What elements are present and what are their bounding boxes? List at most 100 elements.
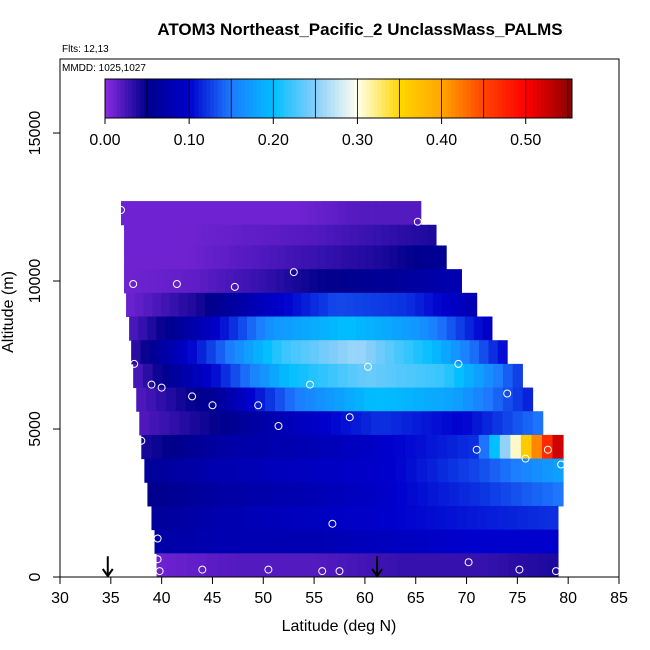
heatmap-cell <box>366 340 377 365</box>
colorbar-swatch <box>536 79 542 118</box>
heatmap-cell <box>196 553 208 577</box>
heatmap-cell <box>343 269 353 294</box>
heatmap-cell <box>500 482 512 507</box>
heatmap-cell <box>453 387 464 412</box>
heatmap-cell <box>184 529 196 554</box>
colorbar-swatch <box>241 79 246 118</box>
heatmap-cell <box>327 363 339 389</box>
heatmap-cell <box>375 201 384 226</box>
heatmap-cell <box>460 340 471 365</box>
heatmap-cell <box>389 245 399 270</box>
heatmap-cell <box>318 292 329 318</box>
heatmap-cell <box>357 553 368 577</box>
heatmap-cell <box>436 529 448 554</box>
heatmap-cell <box>175 387 187 412</box>
heatmap-cell <box>362 292 373 318</box>
heatmap-cell <box>309 245 318 270</box>
heatmap-cell <box>292 269 302 294</box>
heatmap-cell <box>469 482 481 507</box>
heatmap-cell <box>284 269 294 294</box>
heatmap-cell <box>404 434 416 460</box>
heatmap-cell <box>319 340 330 365</box>
colorbar-swatch <box>140 79 145 118</box>
heatmap-cell <box>228 316 239 341</box>
heatmap-cell <box>531 482 543 507</box>
heatmap-cell <box>510 458 522 483</box>
heatmap-cell <box>257 434 269 460</box>
colorbar-swatch <box>233 79 238 118</box>
heatmap-cell <box>180 201 189 226</box>
colorbar-swatch <box>276 79 281 118</box>
heatmap-cell <box>265 529 277 554</box>
heatmap-cell <box>419 316 429 341</box>
heatmap-cell <box>337 340 348 365</box>
heatmap-cell <box>336 529 347 554</box>
heatmap-cell <box>398 201 407 226</box>
heatmap-cell <box>353 292 364 318</box>
heatmap-cell <box>397 292 408 318</box>
heatmap-cell <box>334 224 343 249</box>
heatmap-cell <box>507 553 519 577</box>
heatmap-cell <box>436 434 448 460</box>
colorbar-swatch <box>556 79 561 118</box>
heatmap-cell <box>263 505 274 531</box>
heatmap-cell <box>365 482 377 507</box>
heatmap-cell <box>337 363 348 389</box>
heatmap-cell <box>173 201 182 226</box>
heatmap-cell <box>233 201 242 226</box>
heatmap-cell <box>386 363 397 389</box>
heatmap-cell <box>346 316 357 341</box>
heatmap-cell <box>205 387 216 412</box>
heatmap-cell <box>454 363 465 389</box>
colorbar-swatch <box>326 79 332 118</box>
heatmap-cell <box>531 458 543 483</box>
sample-point <box>515 565 524 574</box>
heatmap-cell <box>191 269 201 294</box>
heatmap-cell <box>303 505 315 531</box>
colorbar-tick-label: 0.50 <box>510 132 541 149</box>
heatmap-cell <box>155 224 164 249</box>
heatmap-cell <box>129 316 139 341</box>
heatmap-cell <box>225 201 234 226</box>
heatmap-cell <box>213 292 223 318</box>
heatmap-cell <box>441 411 453 436</box>
x-axis: 30 35 40 45 50 55 60 65 70 75 80 85 <box>51 577 628 607</box>
heatmap-cell <box>233 269 243 294</box>
heatmap-cell <box>436 505 447 531</box>
heatmap-cell <box>204 529 216 554</box>
heatmap-cell <box>194 529 206 554</box>
heatmap-cell <box>172 245 181 270</box>
sample-point <box>364 362 372 371</box>
heatmap-cell <box>265 316 275 341</box>
heatmap-cell <box>212 505 224 531</box>
x-tick-label: 45 <box>204 590 222 607</box>
heatmap-cell <box>279 363 290 389</box>
heatmap-cell <box>345 292 355 318</box>
heatmap-cell <box>366 363 377 389</box>
heatmap-cell <box>199 269 209 294</box>
heatmap-cell <box>311 458 323 483</box>
heatmap-cell <box>326 224 336 249</box>
heatmap-cell <box>278 434 290 460</box>
heatmap-cell <box>422 245 431 270</box>
heatmap-cell <box>318 269 327 294</box>
heatmap-cell <box>202 224 211 249</box>
heatmap-cell <box>204 292 215 318</box>
heatmap-cell <box>269 245 278 270</box>
heatmap-cell <box>283 292 294 318</box>
heatmap-cell <box>283 505 295 531</box>
heatmap-cell <box>186 458 198 483</box>
heatmap-cell <box>352 434 364 460</box>
heatmap-cell <box>308 363 319 389</box>
heatmap-cell <box>222 505 234 531</box>
heatmap-cell <box>412 224 421 249</box>
heatmap-cell <box>136 387 147 412</box>
colorbar-swatch <box>190 79 195 118</box>
heatmap-cell <box>457 553 469 577</box>
heatmap-cell <box>527 529 539 554</box>
sample-point <box>318 567 327 576</box>
heatmap-cell <box>478 434 490 460</box>
heatmap-cell <box>327 553 338 577</box>
heatmap-cell <box>204 434 216 460</box>
heatmap-cell <box>532 411 544 436</box>
